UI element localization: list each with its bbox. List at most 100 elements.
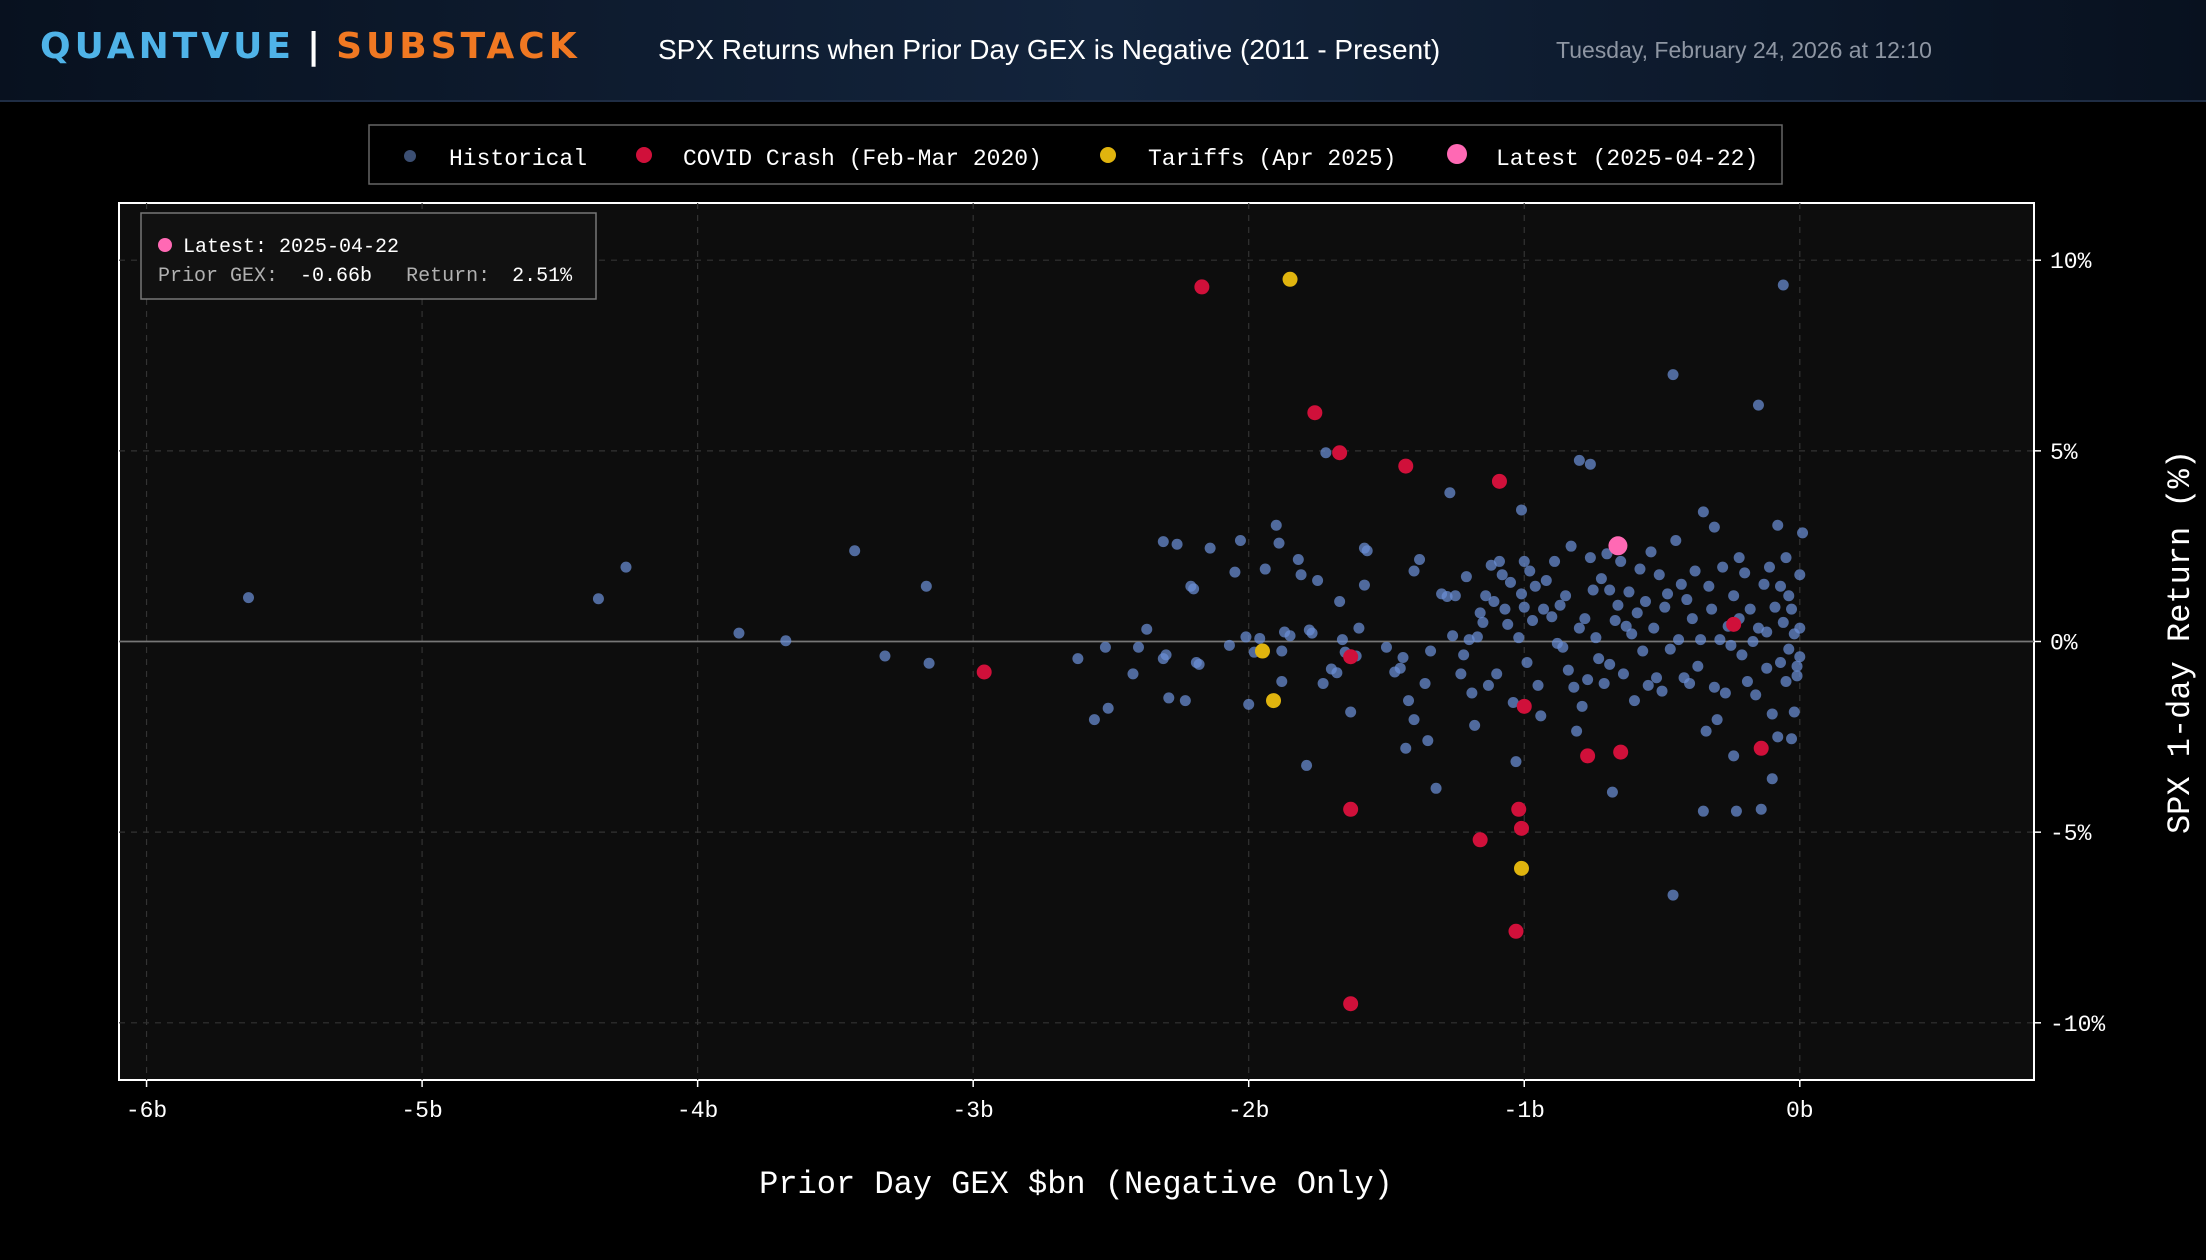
annotation-box: Latest: 2025-04-22 Prior GEX: -0.66b Ret… [140,212,597,300]
covid-point [976,664,992,680]
y-axis-label: SPX 1-day Return (%) [2162,450,2199,834]
covid-point [1332,445,1348,461]
historical-point [1620,620,1632,632]
annotation-title: Latest: 2025-04-22 [183,236,399,259]
y-tick-label: -10% [2050,1012,2105,1038]
historical-point [1670,534,1682,546]
historical-point [1571,725,1583,737]
historical-point [1659,601,1671,613]
historical-point [1786,733,1798,745]
annotation-marker [158,238,172,252]
historical-point [1752,622,1764,634]
x-tick-label: -4b [677,1098,718,1124]
x-tick-label: 0b [1786,1098,1814,1124]
historical-point [1380,641,1392,653]
historical-point [1631,607,1643,619]
historical-point [1229,566,1241,578]
historical-point [1675,578,1687,590]
legend-item-historical: Historical [404,146,587,172]
covid-point [1513,820,1529,836]
historical-point [1711,714,1723,726]
historical-point [1689,565,1701,577]
legend-label-historical: Historical [449,146,587,172]
historical-point [1493,555,1505,567]
historical-point [1403,695,1415,707]
historical-point [1626,628,1638,640]
historical-point [1554,599,1566,611]
historical-point [1532,679,1544,691]
historical-point [1642,679,1654,691]
historical-point [1651,672,1663,684]
historical-point [1157,536,1169,548]
historical-point [1730,805,1742,817]
historical-point [1560,590,1572,602]
historical-point [1518,601,1530,613]
historical-point [1684,677,1696,689]
historical-point [879,650,891,662]
historical-point [1681,594,1693,606]
historical-point [1171,538,1183,550]
historical-point [1648,622,1660,634]
historical-point [1394,662,1406,674]
historical-point [1292,554,1304,566]
historical-point [1609,615,1621,627]
historical-point [1334,595,1346,607]
covid-point [1491,473,1507,489]
historical-point [1102,702,1114,714]
historical-point [1766,773,1778,785]
y-axis-ticks: 10% 5% 0% -5% -10% [2034,249,2105,1038]
historical-point [1791,660,1803,672]
historical-point [1447,630,1459,642]
historical-point [1254,632,1266,644]
historical-point [1163,692,1175,704]
historical-point [592,593,604,605]
covid-point [1726,616,1742,632]
tariffs-point [1282,271,1298,287]
historical-point [1769,601,1781,613]
timestamp: Tuesday, February 24, 2026 at 12:10 [1556,37,1932,63]
historical-point [1598,677,1610,689]
historical-point [1717,561,1729,573]
historical-point [1615,555,1627,567]
historical-point [1295,569,1307,581]
historical-point [1358,579,1370,591]
historical-point [1662,588,1674,600]
historical-point [1458,649,1470,661]
historical-point [1546,611,1558,623]
brand-secondary: SUBSTACK [336,26,581,67]
page-title: SPX Returns when Prior Day GEX is Negati… [658,34,1441,65]
historical-point [1141,623,1153,635]
historical-point [1783,643,1795,655]
historical-point [1474,607,1486,619]
historical-point [1422,735,1434,747]
historical-point [1766,708,1778,720]
historical-point [1193,658,1205,670]
historical-point [1408,714,1420,726]
historical-point [1667,369,1679,381]
historical-point [1783,590,1795,602]
historical-point [1637,645,1649,657]
historical-point [1755,803,1767,815]
x-tick-label: -5b [401,1098,442,1124]
historical-point [1557,641,1569,653]
historical-point [1653,569,1665,581]
historical-point [1460,571,1472,583]
historical-point [1540,574,1552,586]
covid-point [1343,649,1359,665]
historical-point [1538,603,1550,615]
historical-point [1521,656,1533,668]
annotation-return-value: 2.51% [512,265,573,288]
historical-point [1499,603,1511,615]
historical-point [1579,613,1591,625]
historical-point [1763,561,1775,573]
historical-point [1425,645,1437,657]
x-tick-label: -6b [126,1098,167,1124]
historical-point [1700,725,1712,737]
historical-point [1794,569,1806,581]
x-axis-label: Prior Day GEX $bn (Negative Only) [759,1166,1393,1203]
covid-point [1398,458,1414,474]
historical-point [1504,576,1516,588]
y-tick-label: 0% [2050,631,2078,657]
historical-point [923,657,935,669]
historical-point [1775,580,1787,592]
